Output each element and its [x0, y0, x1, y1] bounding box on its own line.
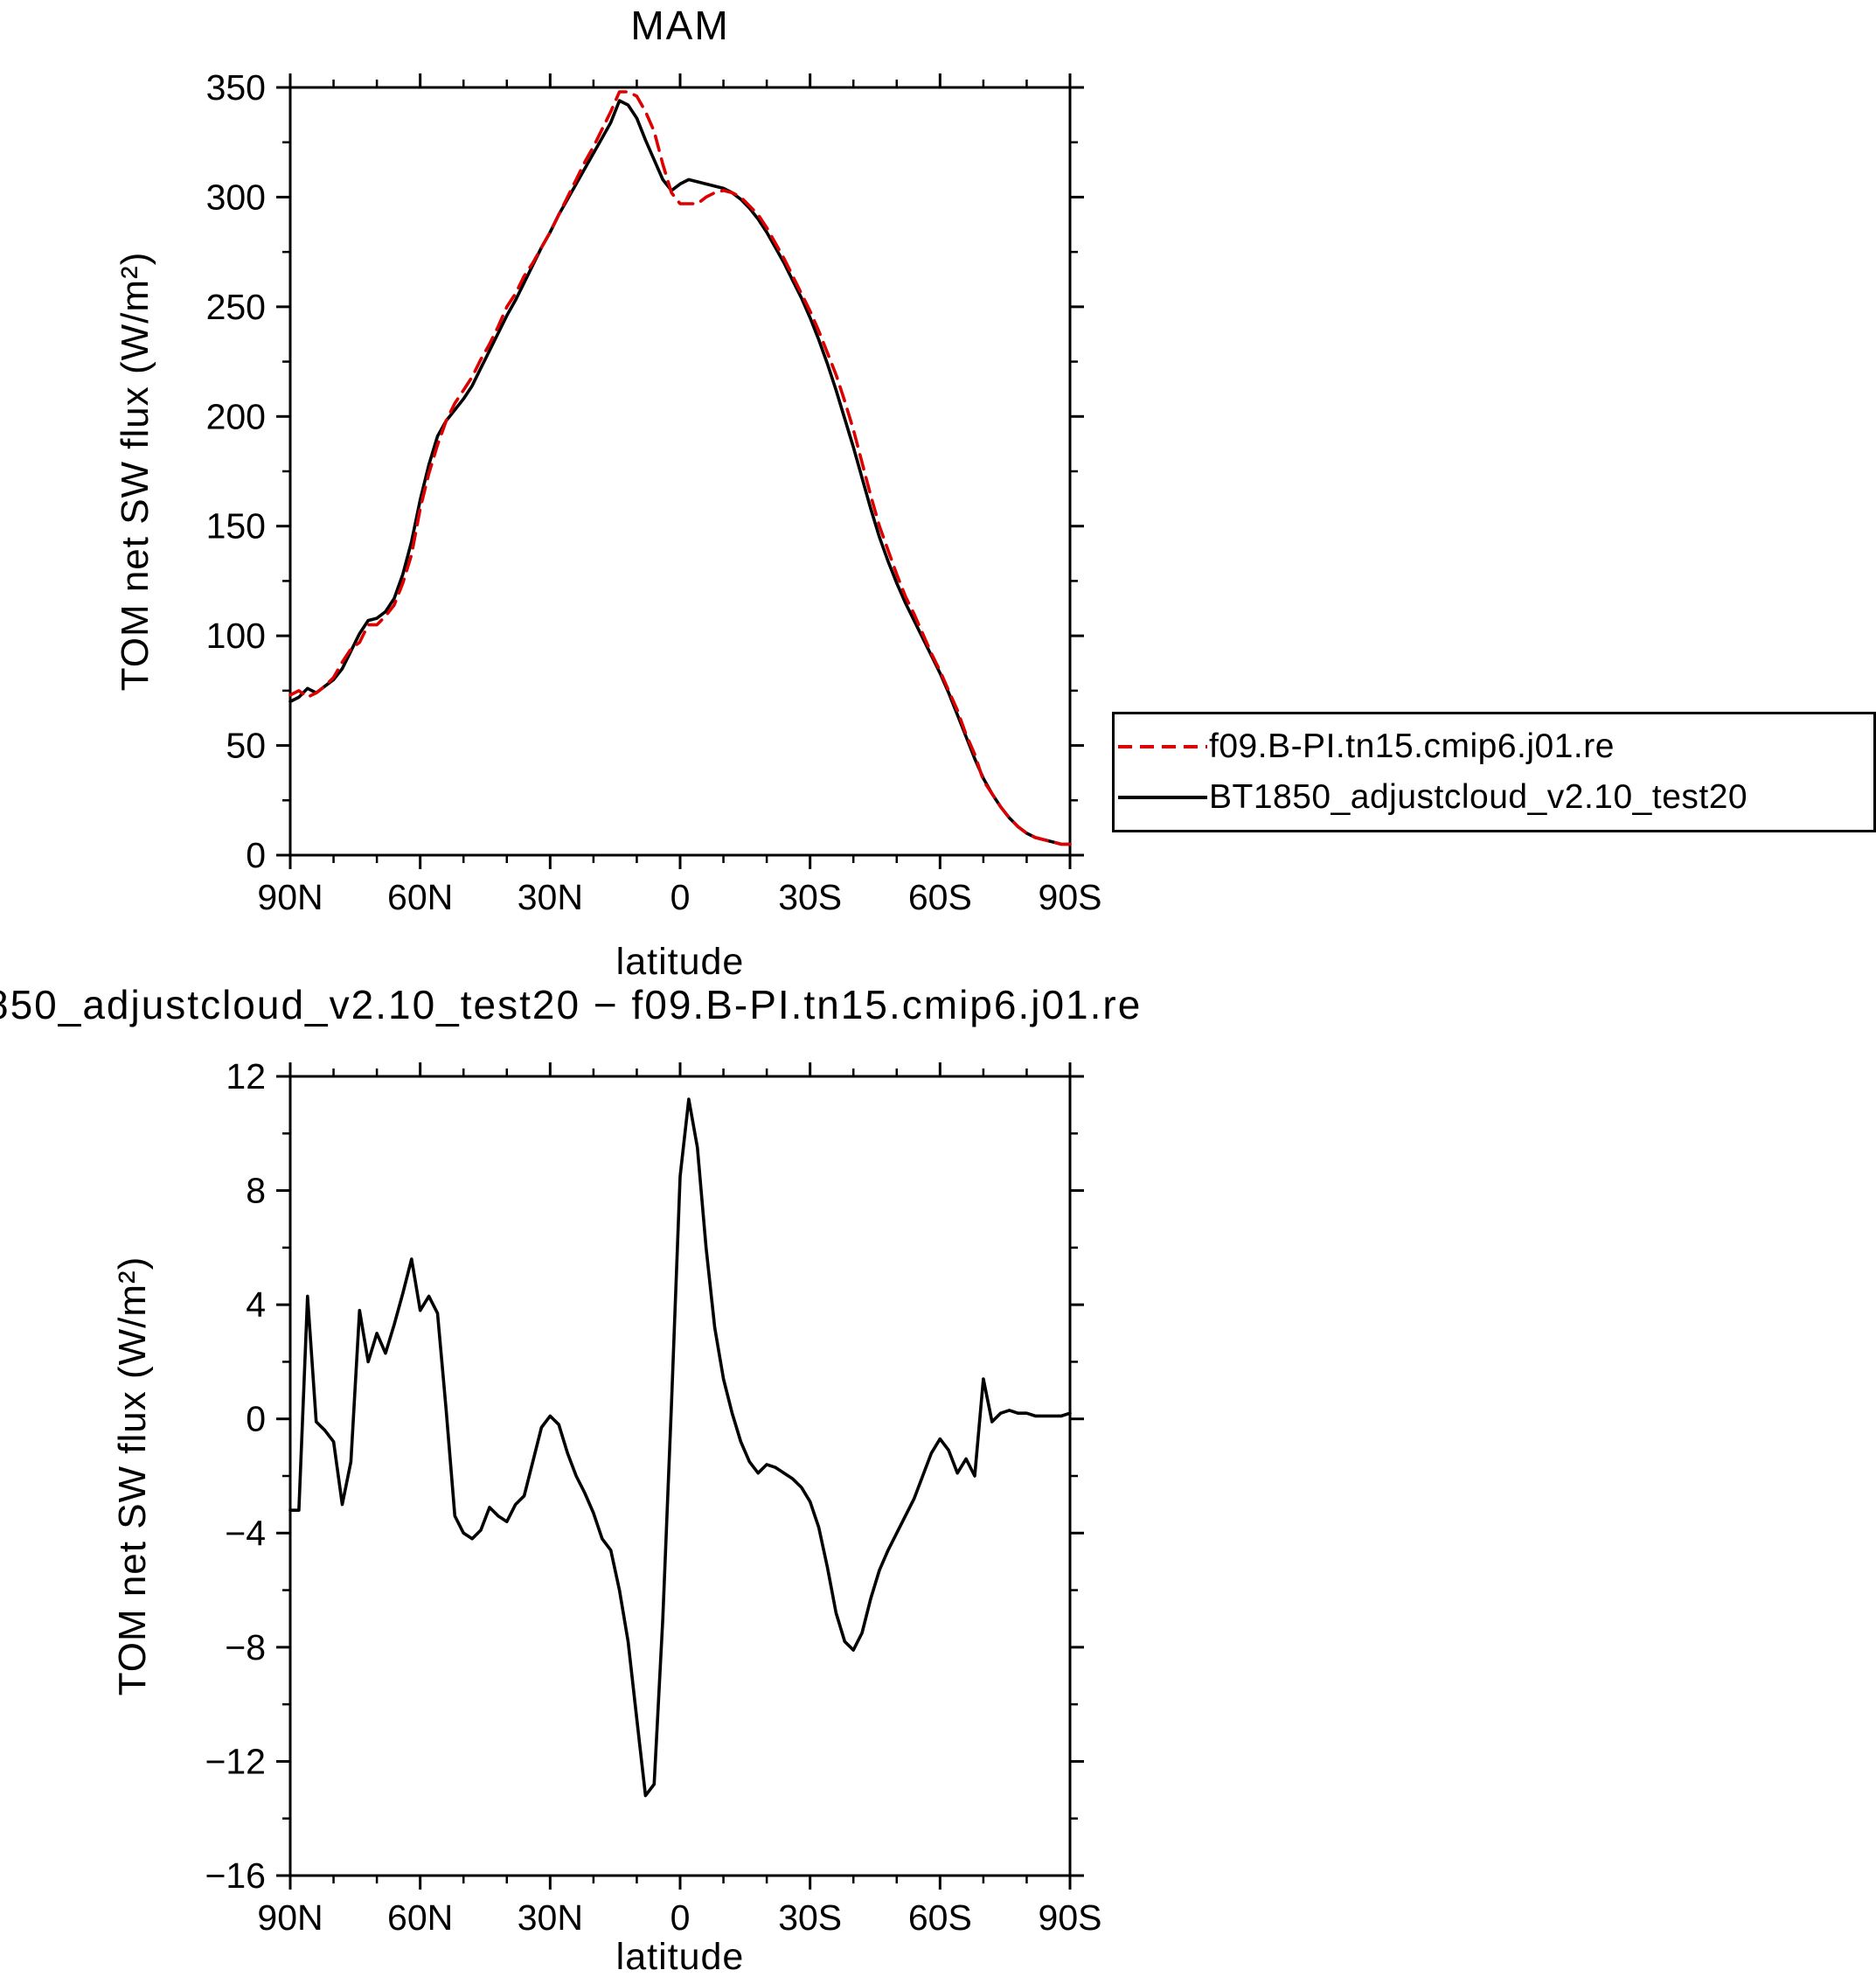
svg-text:30S: 30S	[778, 877, 842, 917]
svg-text:200: 200	[206, 396, 266, 436]
svg-text:−16: −16	[205, 1855, 266, 1896]
svg-text:−4: −4	[225, 1513, 266, 1553]
red-dashed-line-icon	[1118, 744, 1207, 748]
svg-text:30N: 30N	[518, 877, 583, 917]
legend-label: f09.B-PI.tn15.cmip6.j01.re	[1209, 727, 1615, 765]
svg-text:60N: 60N	[387, 877, 453, 917]
top-chart-xlabel: latitude	[615, 941, 745, 983]
svg-text:4: 4	[246, 1284, 266, 1325]
svg-text:300: 300	[206, 177, 266, 217]
svg-text:100: 100	[206, 616, 266, 656]
svg-text:90N: 90N	[257, 877, 323, 917]
svg-text:−8: −8	[225, 1627, 266, 1667]
svg-text:90S: 90S	[1039, 1897, 1102, 1938]
svg-text:60N: 60N	[387, 1897, 453, 1938]
svg-text:350: 350	[206, 67, 266, 108]
svg-text:8: 8	[246, 1171, 266, 1211]
legend-entry: f09.B-PI.tn15.cmip6.j01.re	[1116, 727, 1873, 766]
svg-text:0: 0	[246, 1399, 266, 1439]
svg-text:250: 250	[206, 287, 266, 327]
top-chart-title: MAM	[630, 3, 730, 48]
svg-text:90S: 90S	[1039, 877, 1102, 917]
svg-text:30S: 30S	[778, 1897, 842, 1938]
legend-entry: BT1850_adjustcloud_v2.10_test20	[1116, 778, 1873, 817]
svg-text:150: 150	[206, 506, 266, 546]
svg-text:90N: 90N	[257, 1897, 323, 1938]
svg-text:12: 12	[226, 1056, 266, 1096]
svg-text:60S: 60S	[908, 877, 972, 917]
svg-text:50: 50	[226, 726, 266, 766]
legend-label: BT1850_adjustcloud_v2.10_test20	[1209, 778, 1748, 817]
legend: f09.B-PI.tn15.cmip6.j01.re BT1850_adjust…	[1112, 712, 1876, 832]
svg-text:−12: −12	[205, 1741, 266, 1781]
top-chart-ylabel: TOM net SW flux (W/m²)	[114, 251, 156, 692]
svg-text:0: 0	[670, 877, 691, 917]
svg-text:0: 0	[246, 835, 266, 875]
black-solid-line-icon	[1118, 796, 1207, 800]
svg-text:0: 0	[670, 1897, 691, 1938]
top-chart-canvas: 90N 60N 30N 0 30S 60S 90S 0 50 100 150 200 250 300 350	[206, 67, 1102, 917]
svg-text:30N: 30N	[518, 1897, 583, 1938]
diff-chart-title: 850_adjustcloud_v2.10_test20 − f09.B-PI.…	[0, 982, 1143, 1027]
diff-chart-canvas: 90N 60N 30N 0 30S 60S 90S −16 −12 −8 −4 0 4 8 12	[205, 1056, 1102, 1938]
svg-text:60S: 60S	[908, 1897, 972, 1938]
diff-chart-xlabel: latitude	[615, 1936, 745, 1977]
diff-chart-ylabel: TOM net SW flux (W/m²)	[111, 1256, 154, 1696]
